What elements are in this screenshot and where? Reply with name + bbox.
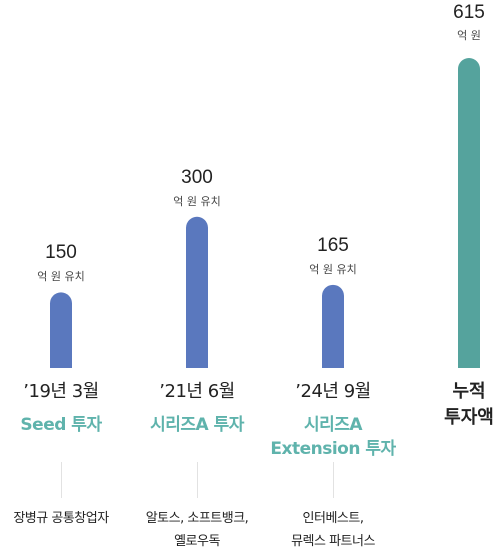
unit-label-round-2: 억 원 유치	[173, 194, 221, 208]
connector-line-round-3	[333, 462, 334, 498]
unit-label-round-1: 억 원 유치	[37, 270, 85, 284]
amount-label-round-3: 165	[317, 234, 349, 256]
bar-round-2	[186, 216, 208, 368]
bar-total-base	[458, 357, 480, 368]
round-name-round-3: Extension 투자	[270, 439, 396, 459]
investor-label-round-3: 인터베스트,	[302, 511, 364, 526]
amount-label-round-2: 300	[181, 166, 213, 188]
round-name-round-3: 시리즈A	[303, 415, 363, 435]
date-label-round-3: ’24년 9월	[295, 381, 371, 402]
round-name-round-2: 시리즈A 투자	[150, 415, 244, 435]
total-label: 투자액	[444, 407, 494, 428]
date-label-round-2: ’21년 6월	[159, 381, 235, 402]
bar-round-1-base	[50, 357, 72, 368]
unit-label-total: 억 원	[457, 29, 481, 42]
round-name-round-1: Seed 투자	[20, 415, 102, 435]
investor-label-round-2: 옐로우독	[174, 534, 220, 549]
bar-round-3	[322, 284, 344, 368]
unit-label-round-3: 억 원 유치	[309, 262, 357, 276]
amount-label-round-1: 150	[45, 242, 77, 264]
date-label-round-1: ’19년 3월	[23, 381, 99, 402]
investor-label-round-2: 알토스, 소프트뱅크,	[145, 511, 249, 526]
investor-label-round-3: 뮤렉스 파트너스	[291, 534, 375, 549]
amount-label-total: 615	[453, 2, 485, 23]
total-label: 누적	[452, 381, 486, 402]
bar-total	[458, 58, 480, 368]
investor-label-round-1: 장병규 공통창업자	[13, 511, 109, 526]
connector-line-round-1	[61, 462, 62, 498]
connector-line-round-2	[197, 462, 198, 498]
bar-round-3-base	[322, 357, 344, 368]
bar-round-1	[50, 292, 72, 368]
bar-round-2-base	[186, 357, 208, 368]
